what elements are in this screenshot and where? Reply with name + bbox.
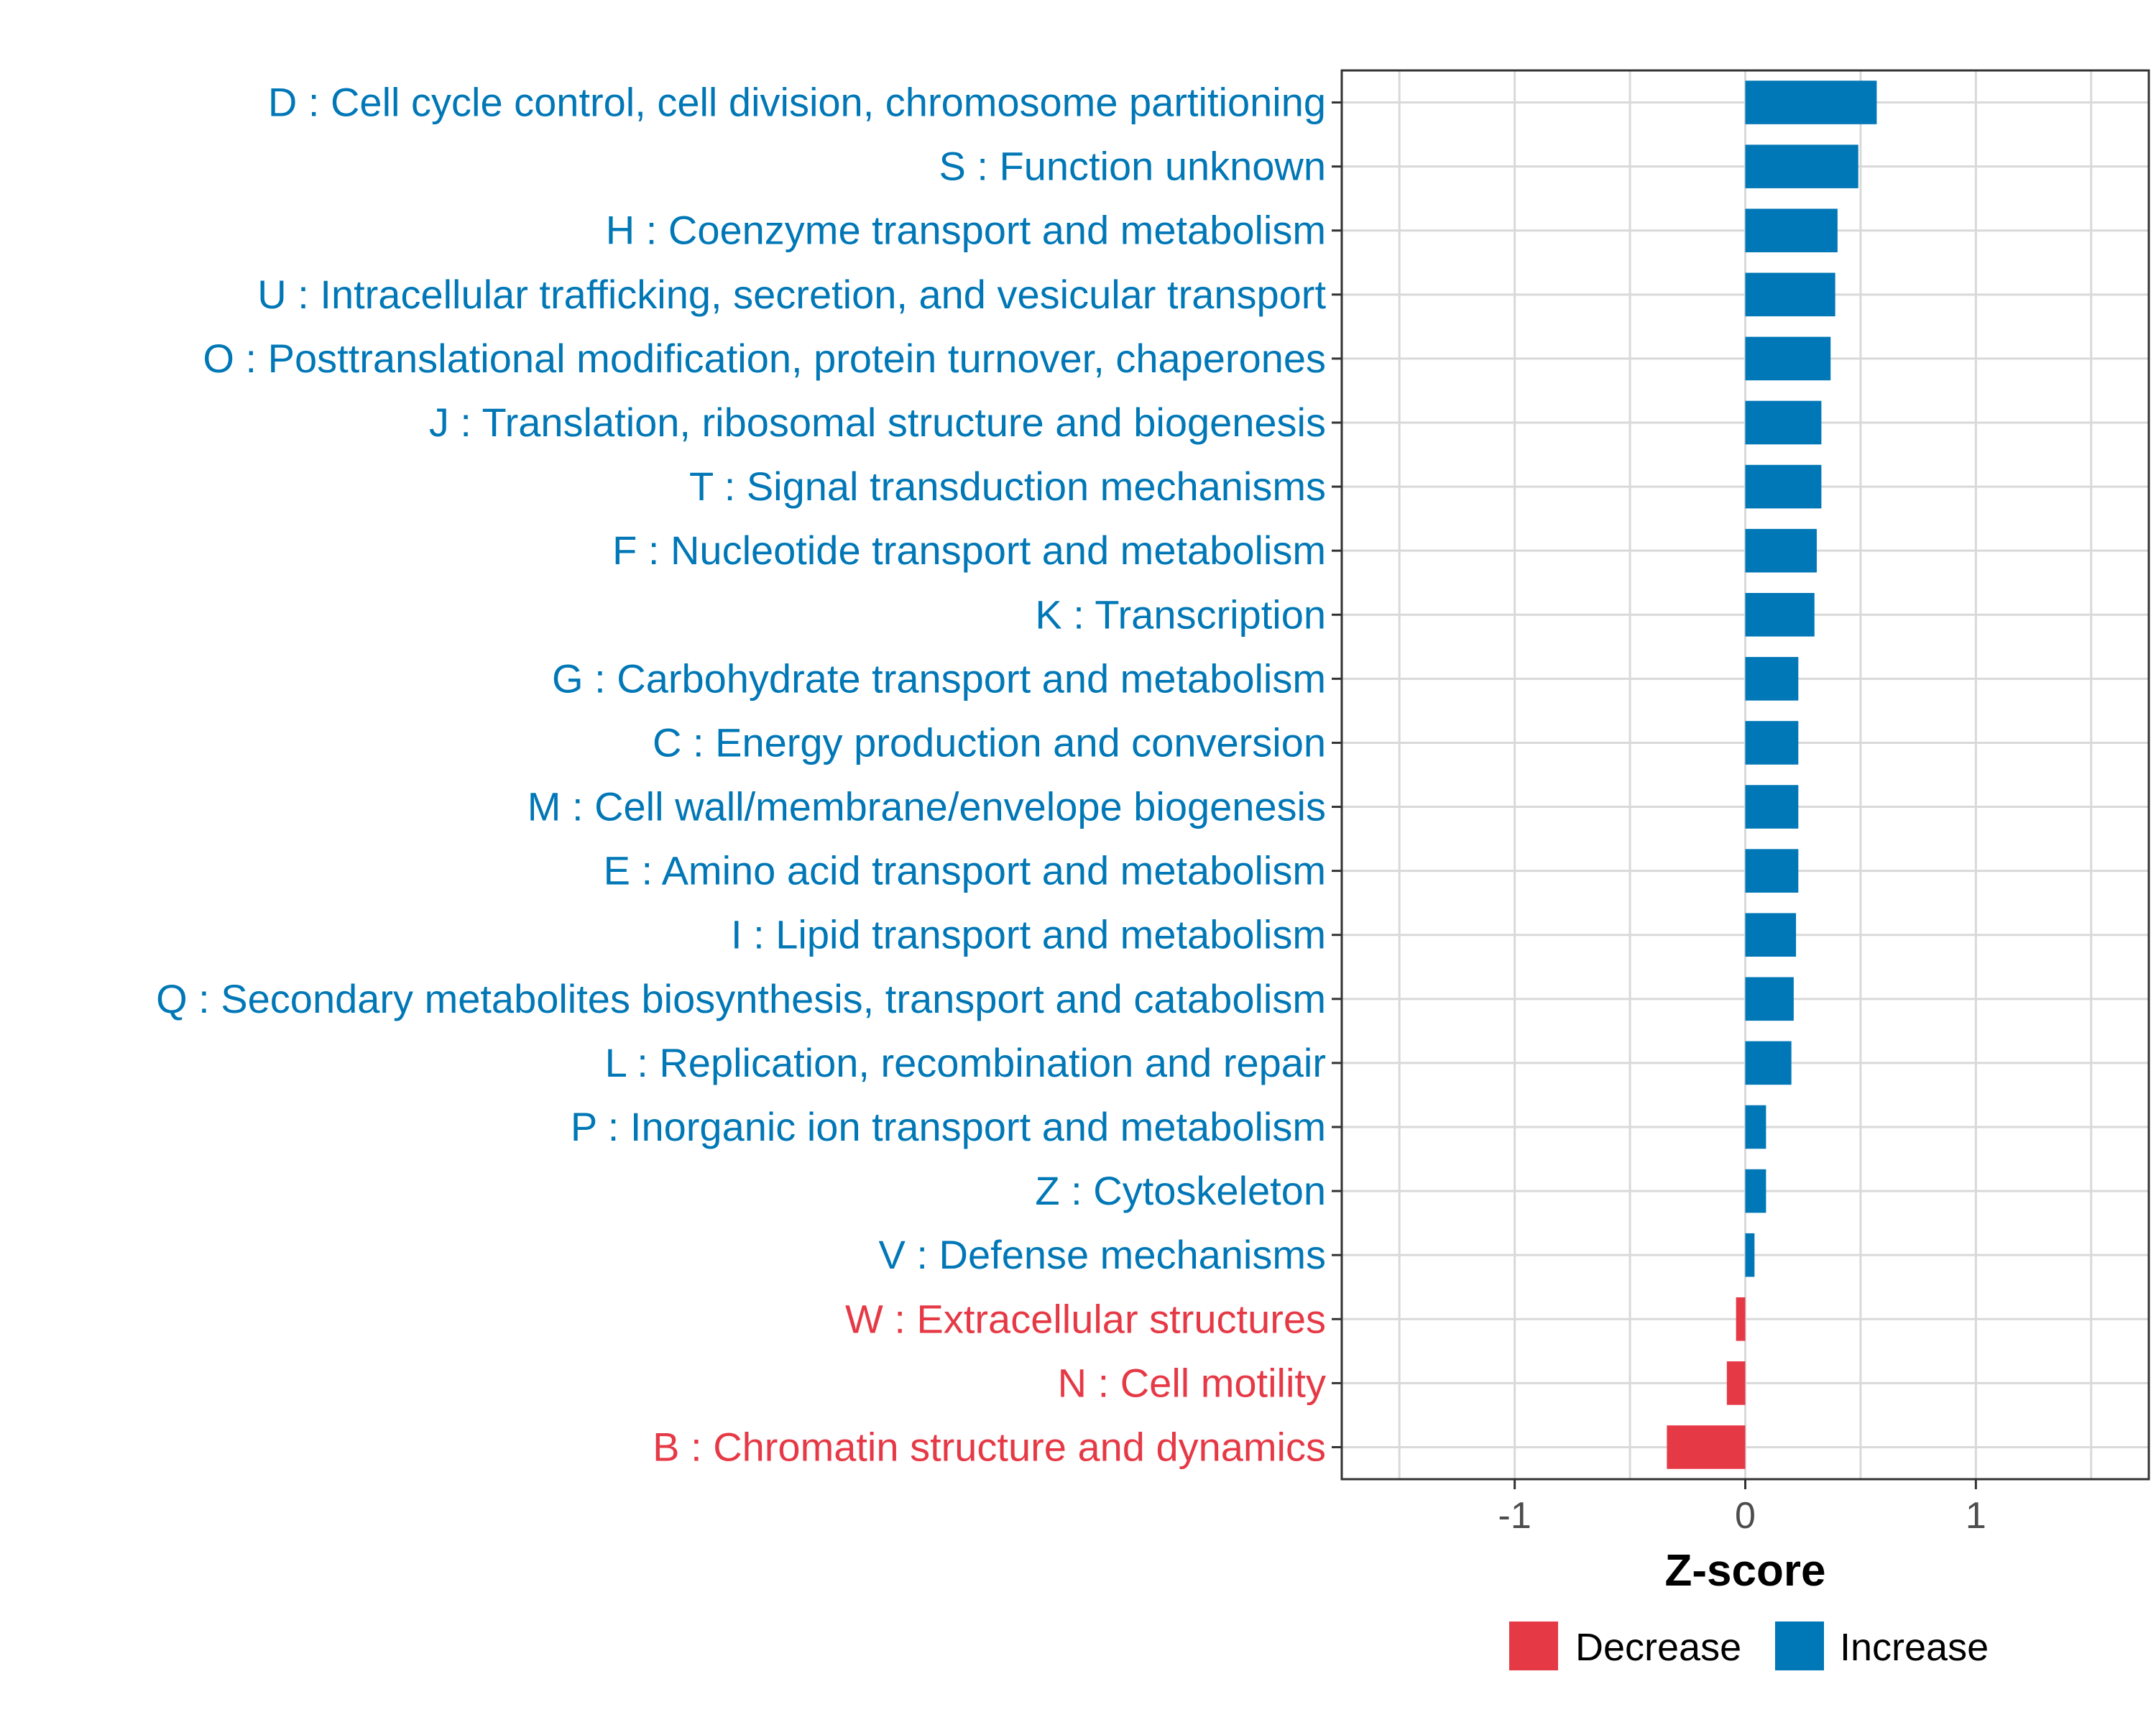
category-label: B : Chromatin structure and dynamics [653, 1424, 1326, 1469]
bar [1745, 144, 1858, 188]
category-label: M : Cell wall/membrane/envelope biogenes… [528, 784, 1326, 829]
x-tick-label: 0 [1735, 1495, 1756, 1537]
bar [1745, 849, 1799, 893]
legend-swatch [1775, 1622, 1824, 1670]
category-label: O : Posttranslational modification, prot… [203, 336, 1326, 381]
category-label: L : Replication, recombination and repai… [605, 1040, 1326, 1085]
bar [1745, 528, 1817, 573]
category-label: U : Intracellular trafficking, secretion… [257, 272, 1326, 317]
x-tick-label: 1 [1966, 1495, 1986, 1537]
bar [1745, 977, 1794, 1021]
legend: Decrease Increase [1509, 1622, 1989, 1670]
bar [1745, 272, 1835, 317]
category-label: G : Carbohydrate transport and metabolis… [552, 656, 1326, 701]
category-label: F : Nucleotide transport and metabolism [612, 528, 1326, 573]
bar [1745, 913, 1797, 957]
category-label: E : Amino acid transport and metabolism [604, 848, 1326, 893]
bar [1745, 336, 1831, 381]
legend-label: Increase [1840, 1626, 1989, 1669]
bars-layer [1667, 80, 1877, 1469]
x-ticks: -1 0 1 [1498, 1479, 1986, 1537]
x-axis-title: Z-score [1665, 1546, 1826, 1596]
bar [1745, 1105, 1766, 1149]
category-label: Q : Secondary metabolites biosynthesis, … [156, 976, 1326, 1021]
category-label: Z : Cytoskeleton [1035, 1168, 1326, 1213]
legend-swatch [1509, 1622, 1558, 1670]
bar [1745, 400, 1822, 445]
category-label: T : Signal transduction mechanisms [689, 464, 1326, 509]
bar [1745, 80, 1877, 124]
bar [1745, 785, 1799, 829]
bar [1745, 1233, 1755, 1277]
category-label: I : Lipid transport and metabolism [731, 912, 1326, 957]
category-label: J : Translation, ribosomal structure and… [429, 400, 1326, 445]
bar [1736, 1297, 1746, 1341]
bar [1745, 592, 1815, 637]
category-label: W : Extracellular structures [845, 1296, 1326, 1341]
category-label: D : Cell cycle control, cell division, c… [268, 80, 1326, 125]
x-tick-label: -1 [1498, 1495, 1531, 1537]
category-label: V : Defense mechanisms [879, 1232, 1326, 1277]
category-label: K : Transcription [1035, 592, 1326, 637]
legend-label: Decrease [1575, 1626, 1741, 1669]
bar [1745, 1041, 1792, 1085]
bar [1726, 1361, 1746, 1405]
bar [1745, 464, 1822, 509]
category-label: N : Cell motility [1058, 1360, 1326, 1405]
bar [1745, 657, 1799, 701]
bar [1745, 721, 1799, 765]
category-label: S : Function unknown [939, 144, 1326, 189]
bar [1745, 1169, 1766, 1213]
category-label: H : Coenzyme transport and metabolism [606, 208, 1326, 253]
category-label: P : Inorganic ion transport and metaboli… [571, 1104, 1326, 1149]
bar [1745, 208, 1838, 253]
category-label: C : Energy production and conversion [653, 719, 1326, 765]
y-ticks [1332, 101, 1342, 1448]
category-labels: D : Cell cycle control, cell division, c… [156, 80, 1326, 1470]
bar [1667, 1425, 1746, 1469]
